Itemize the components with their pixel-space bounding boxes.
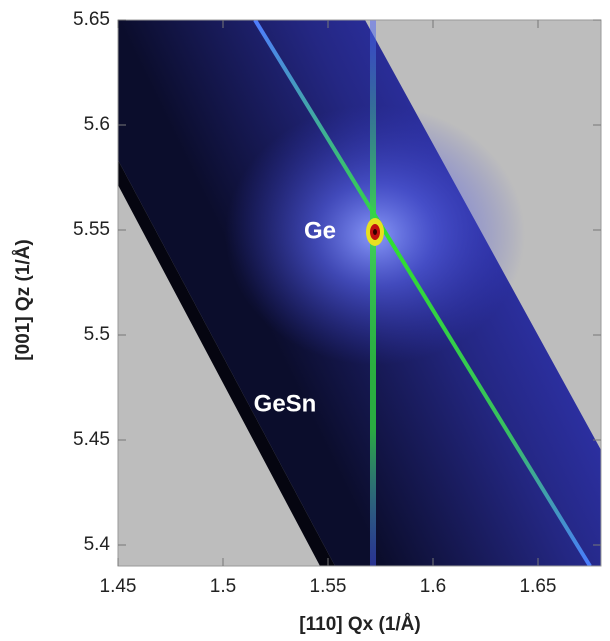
annotation: GeSn	[254, 390, 317, 417]
y-tick-label: 5.4	[84, 534, 111, 555]
y-tick-label: 5.6	[84, 114, 110, 135]
y-tick-label: 5.55	[73, 219, 110, 240]
map-edge	[118, 160, 335, 566]
y-tick-label: 5.45	[73, 429, 110, 450]
x-tick-label: 1.55	[310, 576, 347, 597]
x-tick-label: 1.5	[210, 576, 236, 597]
y-axis-label: [001] Qz (1/Å)	[13, 239, 34, 360]
x-axis-label: [110] Qx (1/Å)	[299, 614, 420, 635]
y-tick-label: 5.65	[73, 9, 110, 30]
map-diagonal-streak	[253, 20, 592, 566]
x-tick-label: 1.45	[100, 576, 137, 597]
map-peak-core	[373, 229, 377, 235]
y-tick-label: 5.5	[84, 324, 110, 345]
annotation: Ge	[304, 217, 336, 244]
x-tick-label: 1.65	[520, 576, 557, 597]
x-tick-label: 1.6	[420, 576, 446, 597]
plot-frame	[117, 19, 602, 567]
map-image	[118, 20, 601, 566]
map-vertical-streak	[370, 20, 376, 566]
